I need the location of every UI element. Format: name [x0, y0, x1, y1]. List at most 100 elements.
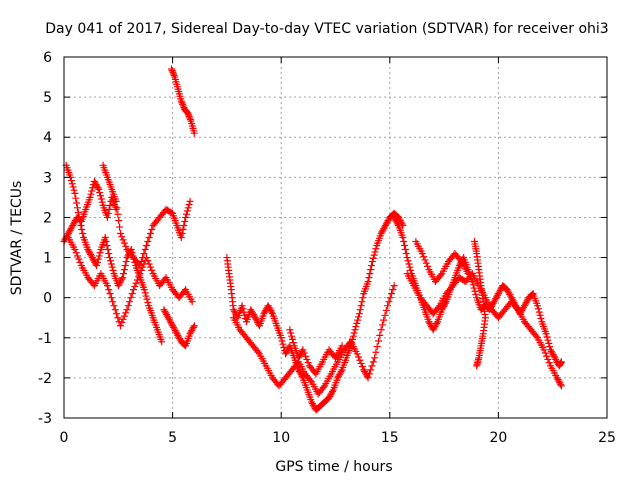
data-point	[113, 204, 121, 212]
data-point	[289, 339, 297, 347]
data-point	[179, 225, 187, 233]
data-point	[133, 276, 141, 284]
data-point	[350, 329, 358, 337]
data-point	[67, 177, 75, 185]
data-point	[365, 274, 373, 282]
data-point	[95, 252, 103, 260]
data-point	[118, 275, 126, 283]
data-point	[470, 284, 478, 292]
data-point	[286, 326, 294, 334]
data-point	[186, 114, 194, 122]
data-point	[104, 246, 112, 254]
data-point	[115, 217, 123, 225]
data-point	[469, 281, 477, 289]
data-point	[118, 319, 126, 327]
data-point	[114, 314, 122, 322]
y-tick-label: 2	[43, 210, 52, 226]
data-point	[116, 223, 124, 231]
data-point	[190, 129, 198, 137]
data-point	[352, 323, 360, 331]
data-point	[107, 294, 115, 302]
data-point	[328, 388, 336, 396]
data-point	[376, 331, 384, 339]
data-point	[72, 194, 80, 202]
data-point	[532, 332, 540, 340]
data-point	[540, 346, 548, 354]
data-point	[148, 225, 156, 233]
data-point	[473, 362, 481, 370]
data-point	[184, 111, 192, 119]
data-point	[130, 286, 138, 294]
data-point	[122, 258, 130, 266]
data-point	[106, 201, 114, 209]
data-point	[241, 311, 249, 319]
data-point	[143, 295, 151, 303]
data-point	[141, 289, 149, 297]
data-point	[544, 336, 552, 344]
data-point	[96, 192, 104, 200]
data-point	[319, 384, 327, 392]
x-tick-label: 20	[489, 430, 507, 446]
y-tick-label: 5	[43, 90, 52, 106]
data-point	[299, 346, 307, 354]
y-tick-label: -1	[38, 331, 52, 347]
data-point	[94, 255, 102, 263]
y-tick-label: 3	[43, 170, 52, 186]
data-point	[139, 254, 147, 262]
data-point	[146, 263, 154, 271]
data-point	[168, 65, 176, 73]
data-point	[116, 322, 124, 330]
series-track-e	[160, 306, 198, 350]
data-point	[382, 307, 390, 315]
data-point	[405, 260, 413, 268]
data-point	[95, 185, 103, 193]
data-point	[106, 257, 114, 265]
data-point	[357, 359, 365, 367]
data-point	[381, 311, 389, 319]
data-point	[302, 352, 310, 360]
data-point	[357, 302, 365, 310]
data-point	[355, 310, 363, 318]
data-point	[557, 358, 565, 366]
data-point	[114, 210, 122, 218]
data-point	[399, 234, 407, 241]
data-point	[177, 234, 185, 241]
data-point	[186, 197, 194, 205]
data-point	[96, 189, 104, 197]
data-point	[389, 286, 397, 294]
data-point	[70, 186, 78, 194]
data-point	[535, 308, 543, 316]
data-point	[93, 258, 101, 266]
series-track-k	[403, 270, 565, 390]
y-tick-label: 0	[43, 291, 52, 307]
series-track-c	[64, 234, 196, 330]
y-tick-label: 6	[43, 50, 52, 66]
data-point	[103, 282, 111, 290]
data-point	[406, 263, 414, 271]
series-track-m	[471, 238, 489, 370]
data-point	[120, 239, 128, 247]
data-point	[77, 221, 85, 229]
series-track-i	[286, 326, 346, 378]
data-point	[385, 298, 393, 306]
data-point	[464, 270, 472, 278]
data-point	[354, 316, 362, 324]
data-point	[120, 270, 128, 278]
data-point	[111, 306, 119, 314]
x-tick-label: 0	[60, 430, 69, 446]
data-point	[287, 329, 295, 337]
data-point	[103, 242, 111, 250]
data-point	[96, 249, 104, 257]
data-point	[79, 229, 87, 237]
data-point	[534, 305, 542, 313]
data-point	[268, 308, 276, 316]
data-point	[358, 363, 366, 371]
data-point	[545, 359, 553, 367]
data-point	[239, 305, 247, 313]
x-tick-label: 10	[272, 430, 290, 446]
data-point	[306, 376, 314, 384]
data-point	[456, 256, 464, 264]
data-point	[78, 225, 86, 233]
data-point	[400, 238, 408, 246]
